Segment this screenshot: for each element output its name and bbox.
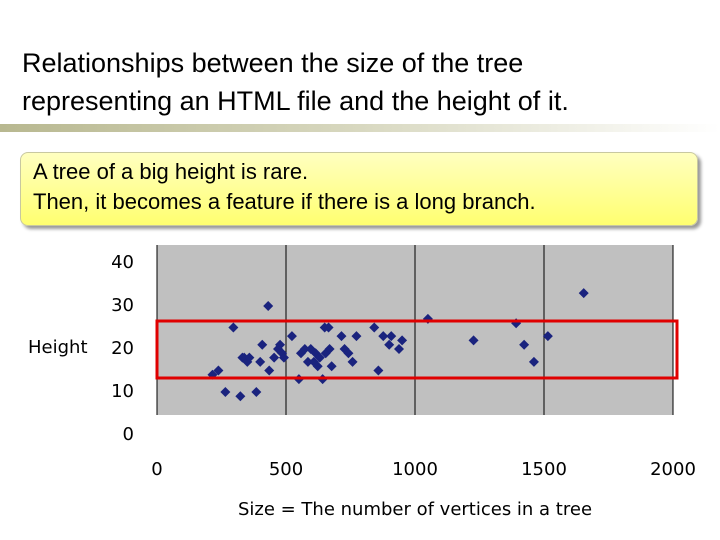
point — [314, 352, 325, 363]
point — [578, 288, 589, 299]
point — [542, 331, 553, 342]
point — [255, 356, 266, 367]
point — [336, 331, 347, 342]
points — [207, 288, 589, 402]
point — [519, 339, 530, 350]
point — [213, 365, 224, 376]
highlight-box — [155, 319, 679, 380]
point — [369, 322, 380, 333]
point — [263, 301, 274, 311]
point — [251, 387, 262, 397]
x-tick-label: 0 — [151, 459, 162, 480]
x-tick-label: 1000 — [392, 459, 438, 480]
point — [468, 335, 479, 346]
point — [384, 339, 395, 350]
x-tick-label: 500 — [269, 459, 303, 480]
point — [220, 387, 231, 397]
x-axis-label: Size = The number of vertices in a tree — [238, 499, 592, 520]
point — [275, 339, 286, 350]
title-rule — [0, 124, 720, 132]
title-line: representing an HTML file and the height… — [22, 86, 569, 116]
point — [351, 331, 362, 342]
point — [278, 352, 289, 363]
point — [244, 352, 255, 363]
point — [323, 322, 334, 333]
x-tick-label: 2000 — [650, 459, 696, 480]
point — [324, 344, 335, 354]
point — [312, 361, 323, 372]
point — [343, 348, 354, 359]
point — [269, 352, 280, 363]
point — [302, 356, 313, 367]
point — [347, 356, 358, 367]
point — [257, 339, 268, 350]
point — [326, 361, 337, 372]
y-tick-label: 30 — [111, 295, 134, 316]
point — [235, 391, 246, 402]
point — [299, 344, 310, 354]
title-line: Relationships between the size of the tr… — [22, 48, 524, 78]
point — [386, 331, 397, 342]
y-axis-label: Height — [28, 337, 88, 358]
x-tick-label: 1500 — [521, 459, 567, 480]
point — [286, 331, 297, 342]
callout: A tree of a big height is rare. Then, it… — [20, 152, 698, 226]
y-tick-label: 0 — [123, 424, 134, 445]
slide-title: Relationships between the size of the tr… — [22, 44, 702, 120]
point — [378, 331, 389, 342]
point — [394, 344, 405, 354]
point — [264, 365, 275, 376]
callout-line: A tree of a big height is rare. — [33, 159, 309, 184]
y-tick-label: 40 — [111, 252, 134, 273]
point — [228, 322, 239, 333]
point — [373, 365, 384, 376]
point — [397, 335, 408, 346]
y-tick-label: 10 — [111, 381, 134, 402]
callout-line: Then, it becomes a feature if there is a… — [33, 189, 536, 214]
point — [528, 356, 539, 367]
y-tick-label: 20 — [111, 338, 134, 359]
